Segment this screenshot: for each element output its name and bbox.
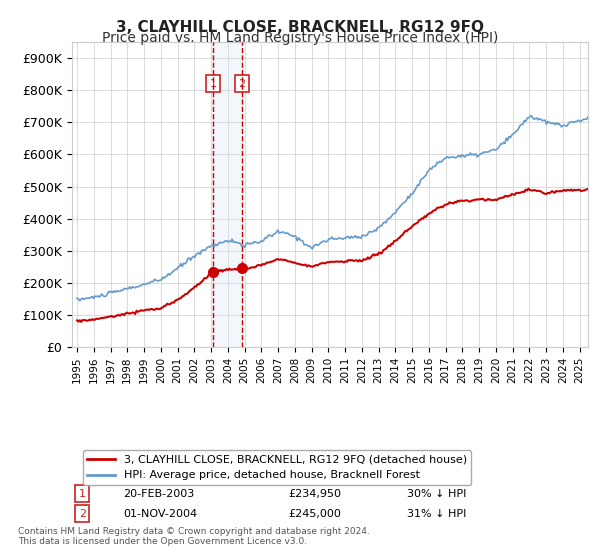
Text: 1: 1 bbox=[79, 489, 86, 499]
Text: £234,950: £234,950 bbox=[289, 489, 342, 499]
Text: Price paid vs. HM Land Registry's House Price Index (HPI): Price paid vs. HM Land Registry's House … bbox=[102, 31, 498, 45]
Text: Contains HM Land Registry data © Crown copyright and database right 2024.
This d: Contains HM Land Registry data © Crown c… bbox=[18, 526, 370, 546]
Text: 2: 2 bbox=[79, 508, 86, 519]
Text: 2: 2 bbox=[238, 79, 245, 89]
Bar bbox=[213, 42, 242, 347]
Text: 3, CLAYHILL CLOSE, BRACKNELL, RG12 9FQ: 3, CLAYHILL CLOSE, BRACKNELL, RG12 9FQ bbox=[116, 20, 484, 35]
Text: 20-FEB-2003: 20-FEB-2003 bbox=[124, 489, 195, 499]
Legend: 3, CLAYHILL CLOSE, BRACKNELL, RG12 9FQ (detached house), HPI: Average price, det: 3, CLAYHILL CLOSE, BRACKNELL, RG12 9FQ (… bbox=[83, 450, 472, 485]
Text: 01-NOV-2004: 01-NOV-2004 bbox=[124, 508, 198, 519]
Text: £245,000: £245,000 bbox=[289, 508, 341, 519]
Text: 1: 1 bbox=[210, 79, 217, 89]
Text: 31% ↓ HPI: 31% ↓ HPI bbox=[407, 508, 467, 519]
Text: 30% ↓ HPI: 30% ↓ HPI bbox=[407, 489, 467, 499]
